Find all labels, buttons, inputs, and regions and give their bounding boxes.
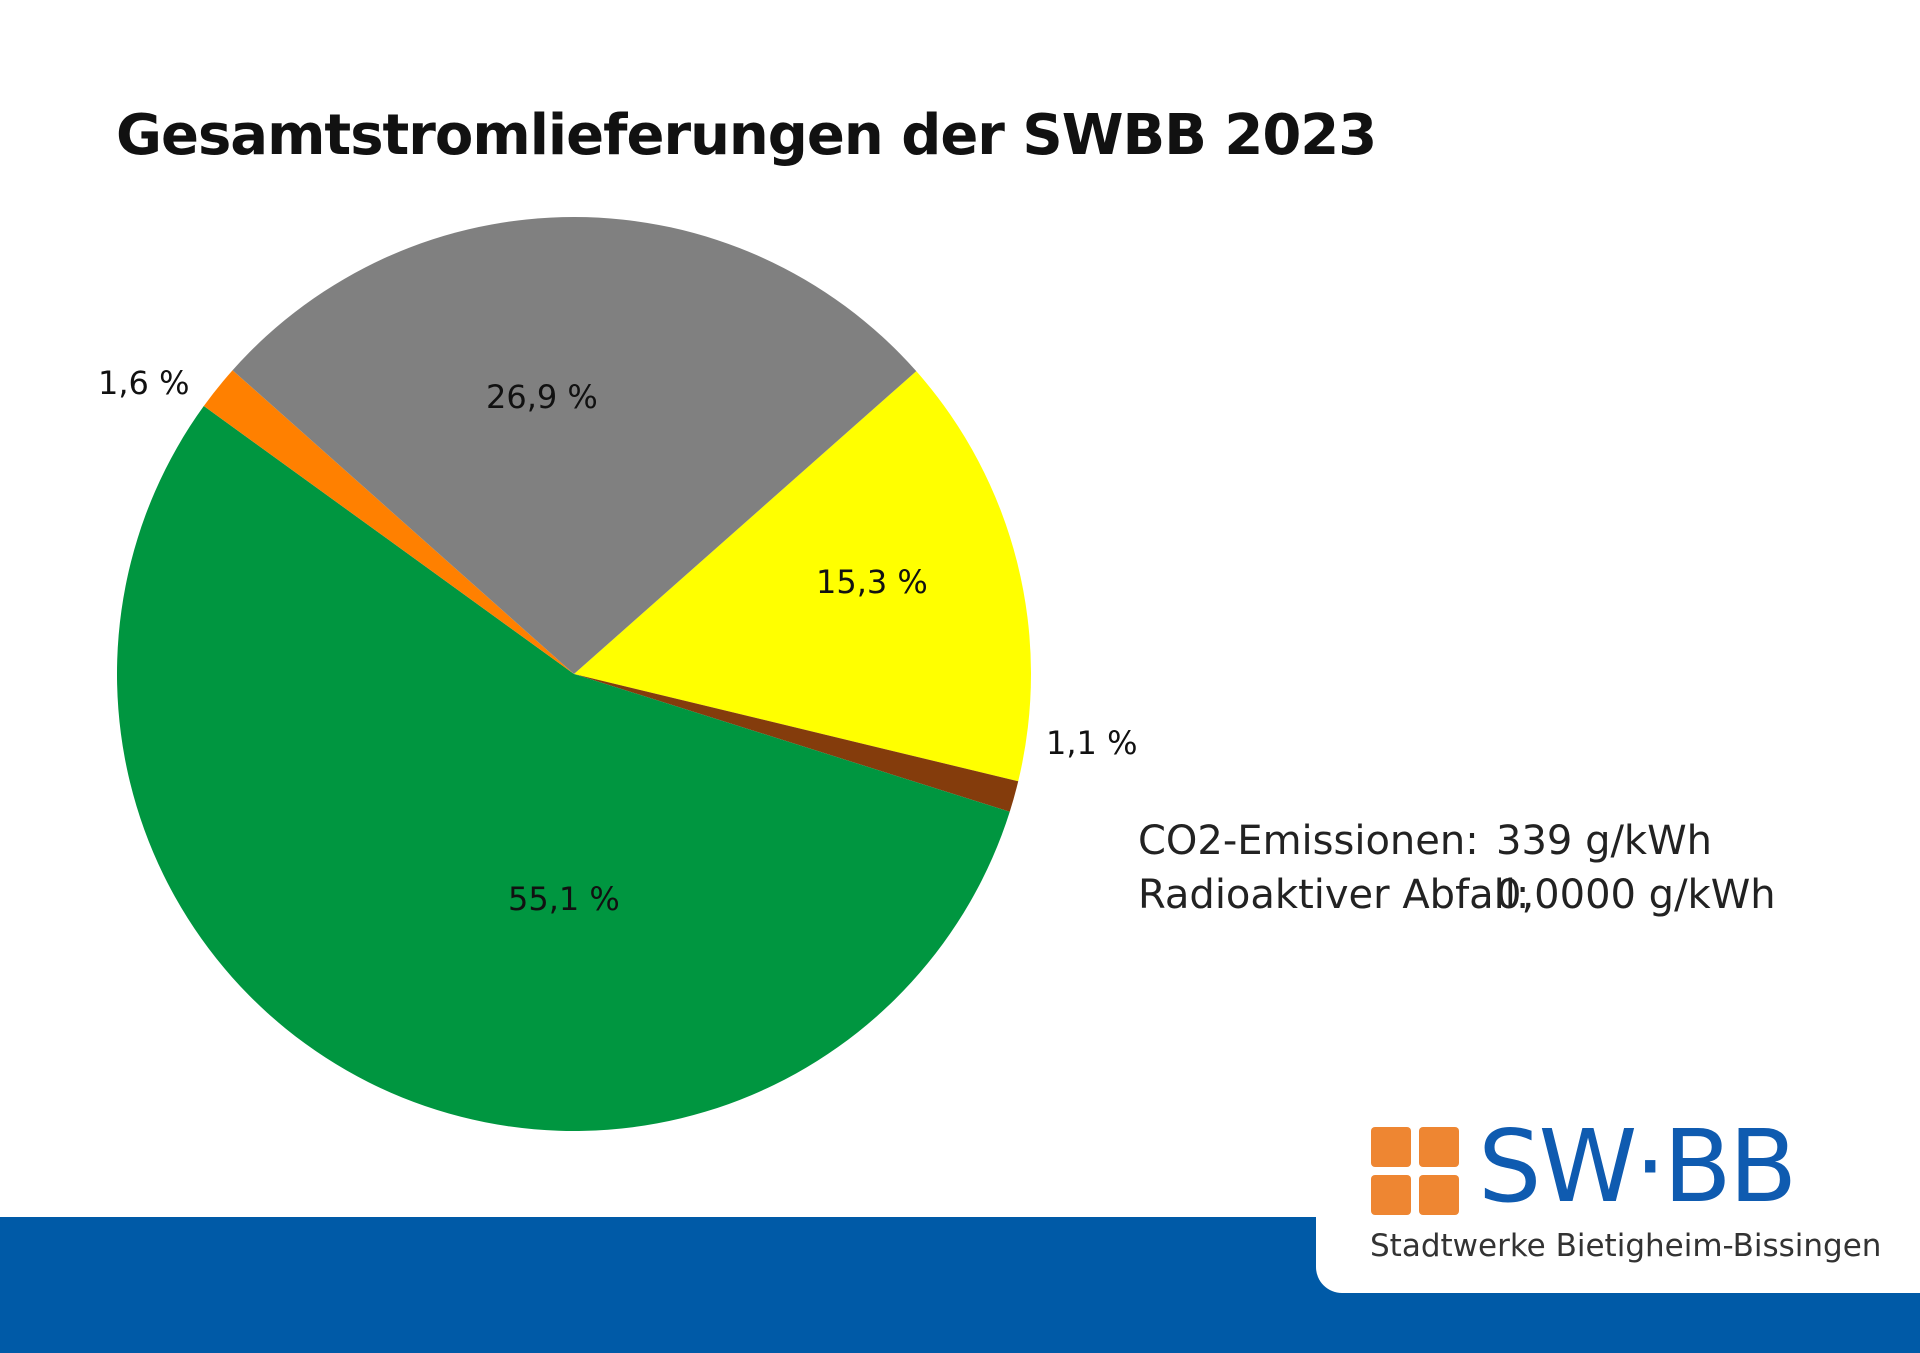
waste-value: 0,0000 g/kWh xyxy=(1496,872,1776,918)
slice-data-label: 15,3 % xyxy=(816,563,928,601)
waste-row: Radioaktiver Abfall:0,0000 g/kWh xyxy=(1138,868,1776,922)
slice-data-label: 1,1 % xyxy=(1046,724,1137,762)
emissions-info: CO2-Emissionen: 339 g/kWh Radioaktiver Ab… xyxy=(1138,814,1776,922)
logo-wordmark: SW·BB xyxy=(1478,1108,1797,1225)
logo-subtitle: Stadtwerke Bietigheim-Bissingen xyxy=(1370,1228,1882,1264)
waste-label: Radioaktiver Abfall: xyxy=(1138,872,1530,918)
slice-data-label: 26,9 % xyxy=(486,378,598,416)
pie-slice xyxy=(203,370,574,674)
pie-slice xyxy=(574,371,1031,782)
logo-squares-icon xyxy=(1371,1127,1461,1217)
logo-card xyxy=(1316,1100,1920,1293)
pie-slice xyxy=(232,216,917,674)
slice-data-label: 55,1 % xyxy=(508,880,620,918)
co2-value: 339 g/kWh xyxy=(1496,818,1712,864)
pie-slice xyxy=(116,406,1010,1132)
pie-slice xyxy=(574,674,1019,812)
chart-title: Gesamtstromlieferungen der SWBB 2023 xyxy=(116,103,1377,168)
slice-data-label: 1,6 % xyxy=(98,364,189,402)
co2-label: CO2-Emissionen: xyxy=(1138,818,1479,864)
co2-row: CO2-Emissionen: 339 g/kWh xyxy=(1138,814,1776,868)
